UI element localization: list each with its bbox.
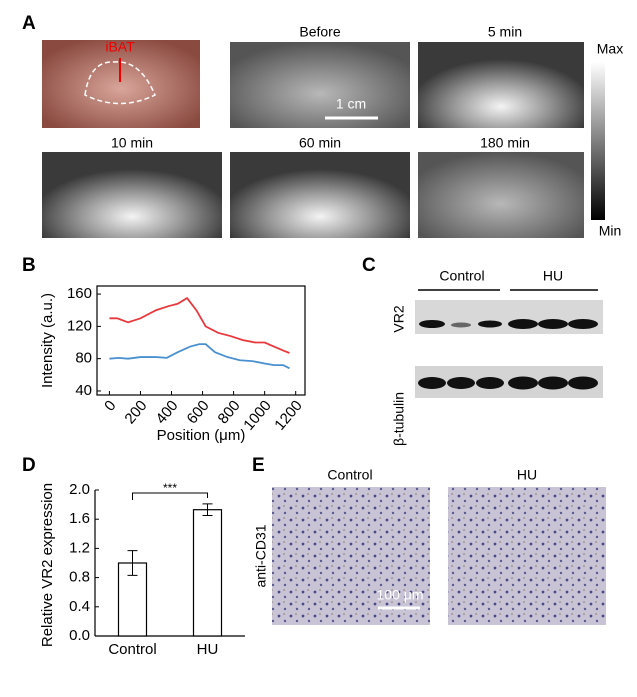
bands xyxy=(418,319,598,390)
caption: HU xyxy=(517,467,537,483)
row-label: β-tubulin xyxy=(391,392,407,446)
panel-letter: E xyxy=(252,455,265,476)
annotation: *** xyxy=(163,481,177,495)
image xyxy=(230,152,410,238)
y-tick-label: 0.0 xyxy=(69,627,90,644)
y-tick-label: 2.0 xyxy=(69,481,90,498)
outline xyxy=(84,61,156,105)
scale-label: 1 cm xyxy=(336,96,366,112)
colorbar-label: Min xyxy=(599,223,622,239)
panel-letter: C xyxy=(362,255,376,276)
caption: 5 min xyxy=(488,24,522,40)
x-tick-label: 0 xyxy=(101,397,119,414)
scale-label: 100 μm xyxy=(377,587,424,603)
y-tick-label: 0.4 xyxy=(69,598,90,615)
y-tick-label: 120 xyxy=(67,317,92,334)
y-axis-label: Relative VR2 expression xyxy=(39,483,56,647)
caption: Before xyxy=(299,24,340,40)
y-axis-label: Intensity (a.u.) xyxy=(39,293,56,388)
x-tick-label: 600 xyxy=(184,397,213,427)
panel-letter: A xyxy=(22,13,36,34)
photo xyxy=(42,40,200,128)
line xyxy=(109,343,290,370)
y-tick-label: 160 xyxy=(67,285,92,302)
x-tick-label: 1200 xyxy=(271,397,305,433)
significance-bracket xyxy=(132,492,208,500)
row-label: VR2 xyxy=(391,305,407,332)
bar xyxy=(192,509,223,637)
image xyxy=(230,42,410,128)
caption: 60 min xyxy=(299,135,341,151)
x-tick-label: 400 xyxy=(152,397,181,427)
caption: 180 min xyxy=(480,135,530,151)
group-label: Control xyxy=(439,268,484,284)
x-tick-label: 1000 xyxy=(240,397,274,433)
group-label: HU xyxy=(543,268,563,284)
error-bar xyxy=(202,503,213,517)
y-tick-label: 1.2 xyxy=(69,539,90,556)
colorbar-label: Max xyxy=(597,41,623,57)
panel-letter: D xyxy=(22,455,36,476)
y-tick-label: 80 xyxy=(75,350,92,367)
axes xyxy=(96,285,306,396)
line xyxy=(109,296,290,354)
colorbar xyxy=(591,62,605,220)
x-tick-label: Control xyxy=(108,641,156,658)
image xyxy=(418,42,584,128)
image xyxy=(418,152,584,238)
caption: 10 min xyxy=(111,135,153,151)
error-bar xyxy=(127,550,138,576)
y-tick-label: 1.6 xyxy=(69,510,90,527)
tag: iBAT xyxy=(105,39,135,55)
image xyxy=(448,487,606,625)
panel-letter: B xyxy=(22,255,36,276)
y-tick-label: 40 xyxy=(75,382,92,399)
blot xyxy=(415,300,603,334)
stain-label: anti-CD31 xyxy=(253,524,269,587)
caption: Control xyxy=(327,467,372,483)
x-tick-label: HU xyxy=(197,641,219,658)
image xyxy=(42,152,222,238)
image xyxy=(272,487,430,625)
x-tick-label: 200 xyxy=(121,397,150,427)
y-tick-label: 0.8 xyxy=(69,569,90,586)
x-axis-label: Position (μm) xyxy=(157,427,246,444)
